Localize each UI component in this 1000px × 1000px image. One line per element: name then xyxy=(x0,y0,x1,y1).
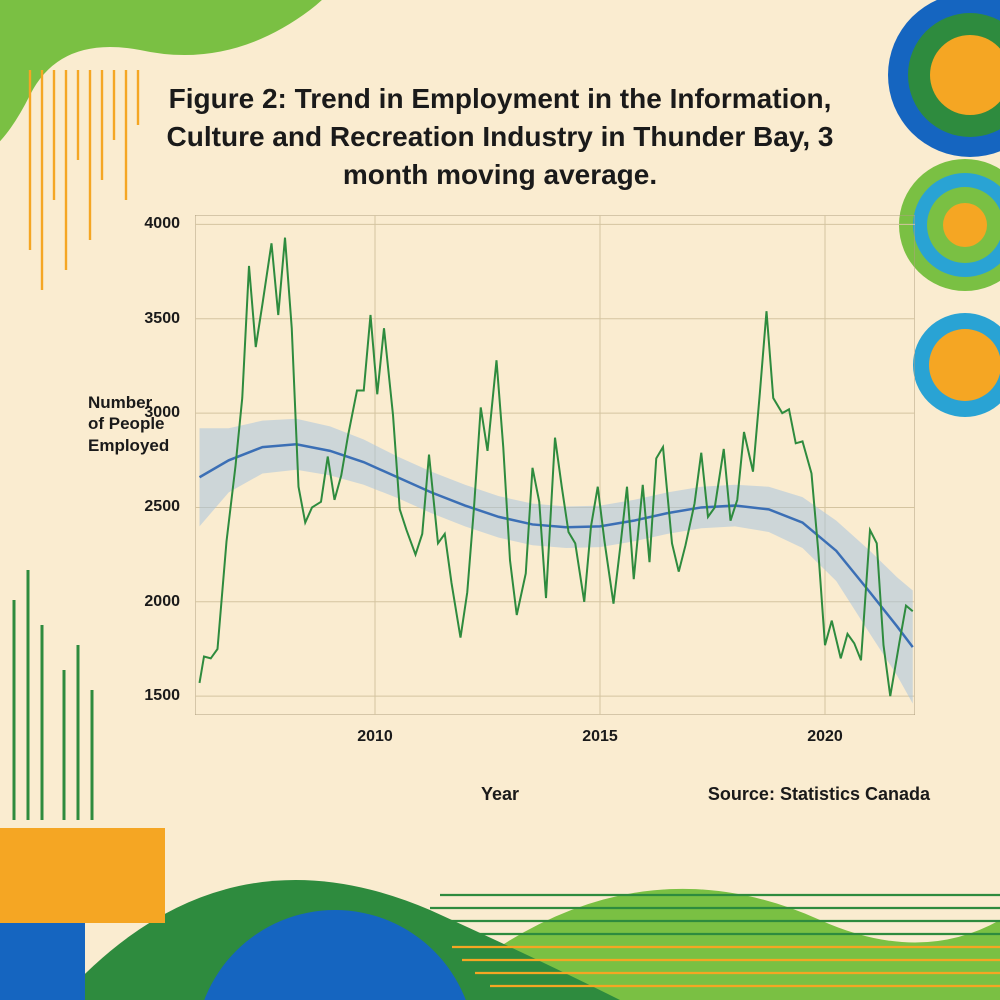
y-tick-label: 1500 xyxy=(144,687,180,705)
y-tick-label: 4000 xyxy=(144,215,180,233)
decor-ring-3 xyxy=(910,310,1000,420)
x-tick-label: 2015 xyxy=(582,728,618,746)
y-tick-label: 2500 xyxy=(144,498,180,516)
x-axis-label: Year xyxy=(481,784,519,805)
decor-ring-1 xyxy=(885,0,1000,160)
y-axis-label: Number of People Employed xyxy=(88,392,169,456)
x-tick-label: 2010 xyxy=(357,728,393,746)
y-tick-label: 2000 xyxy=(144,593,180,611)
chart-title: Figure 2: Trend in Employment in the Inf… xyxy=(140,80,860,193)
employment-chart xyxy=(195,215,915,715)
decor-green-vlines xyxy=(8,570,103,820)
y-tick-label: 3500 xyxy=(144,310,180,328)
decor-bottom xyxy=(0,790,1000,1000)
x-tick-label: 2020 xyxy=(807,728,843,746)
y-tick-label: 3000 xyxy=(144,404,180,422)
source-label: Source: Statistics Canada xyxy=(708,784,930,805)
